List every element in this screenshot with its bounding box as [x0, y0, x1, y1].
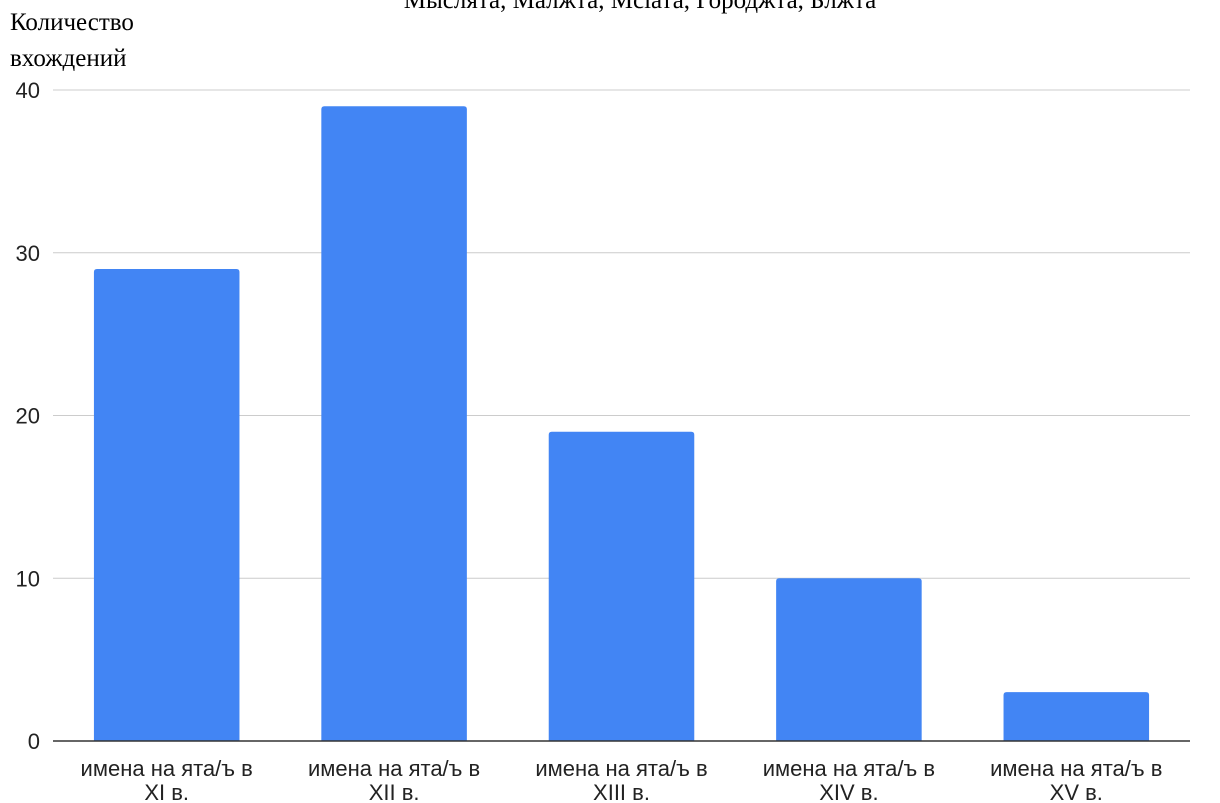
- y-tick-label: 40: [16, 78, 40, 103]
- x-axis-ticks: имена на ята/ъ вXI в.имена на ята/ъ вXII…: [81, 756, 1163, 803]
- y-axis-label-line-1: Количество: [10, 9, 134, 36]
- y-tick-label: 20: [16, 404, 40, 429]
- x-tick-label: XI в.: [144, 780, 189, 803]
- y-axis-ticks: 0 10 20 30 40: [16, 78, 40, 754]
- bar: [1003, 692, 1150, 741]
- x-tick-label: XV в.: [1050, 780, 1103, 803]
- y-axis-label-line-2: вхождений: [10, 45, 126, 72]
- bar: [776, 578, 922, 741]
- bar: [321, 106, 467, 741]
- y-tick-label: 0: [28, 729, 40, 754]
- x-tick-label: имена на ята/ъ в: [990, 756, 1162, 781]
- bars: [93, 106, 1150, 741]
- bar: [93, 269, 240, 741]
- x-tick-label: XIV в.: [819, 780, 878, 803]
- x-tick-label: имена на ята/ъ в: [308, 756, 480, 781]
- y-tick-label: 10: [16, 566, 40, 591]
- x-tick-label: имена на ята/ъ в: [81, 756, 253, 781]
- chart-title: Мыслята, Малжта, Мсiата, Городжта, Блжта: [404, 0, 877, 14]
- x-tick-label: имена на ята/ъ в: [763, 756, 935, 781]
- x-tick-label: XIII в.: [593, 780, 650, 803]
- x-tick-label: имена на ята/ъ в: [535, 756, 707, 781]
- y-tick-label: 30: [16, 241, 40, 266]
- bar: [548, 431, 695, 741]
- x-tick-label: XII в.: [369, 780, 420, 803]
